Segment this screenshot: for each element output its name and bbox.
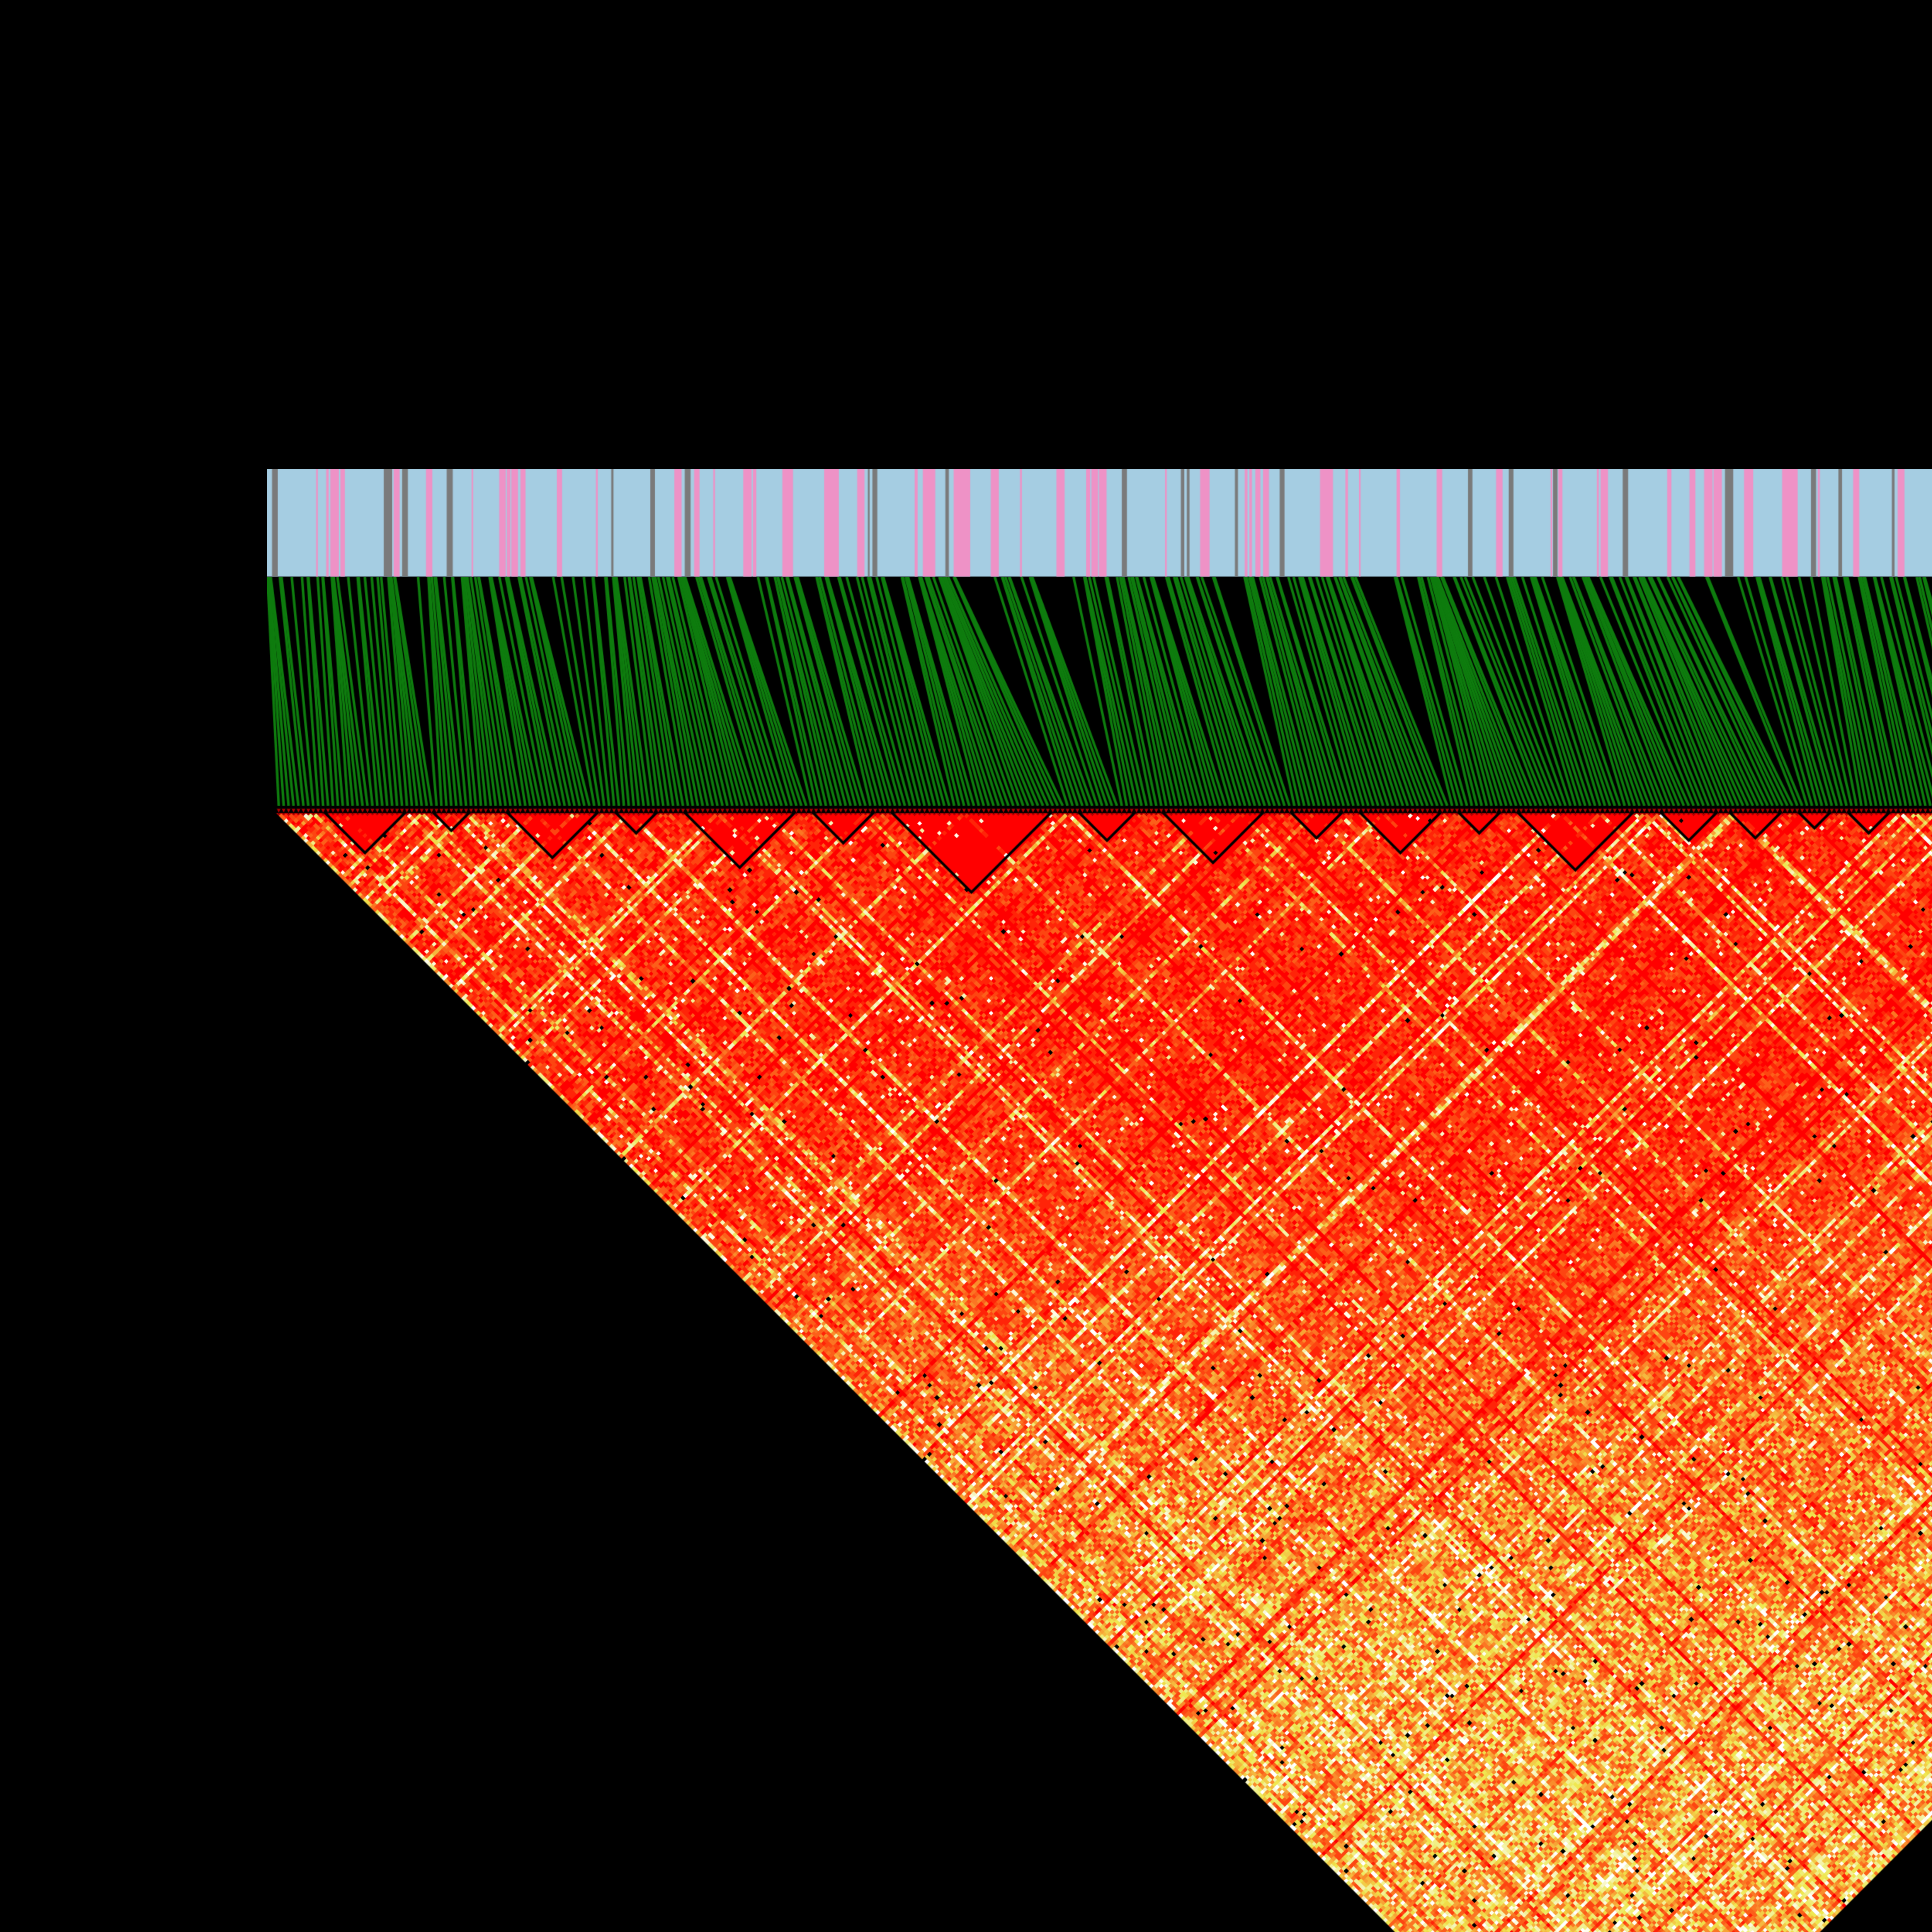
snp-annotation-track [267,469,1932,577]
position-mapping-fan [267,577,1932,806]
ld-triangle-heatmap [247,796,1932,1932]
